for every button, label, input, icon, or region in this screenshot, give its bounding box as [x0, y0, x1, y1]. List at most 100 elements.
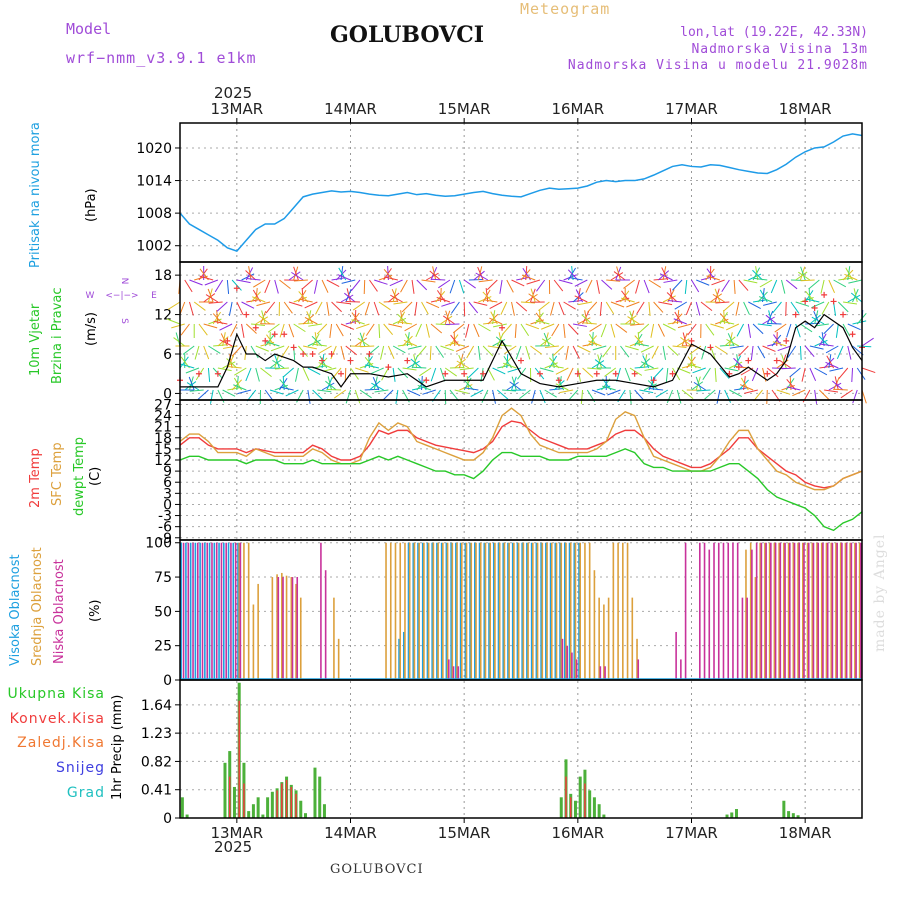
wind-barb — [307, 389, 311, 404]
wind-barb — [283, 301, 293, 314]
wind-barb — [410, 358, 422, 369]
wind-barb — [805, 298, 820, 303]
gust-marker — [347, 357, 354, 364]
wind-barb — [231, 345, 242, 357]
wind-barb — [716, 389, 721, 404]
wind-barb — [481, 389, 489, 403]
wind-barb — [295, 367, 299, 382]
wind-barb — [233, 384, 247, 391]
wind-barb — [452, 323, 465, 334]
wind-barb — [459, 367, 474, 371]
wind-barb — [246, 299, 261, 303]
wind-barb — [237, 389, 252, 395]
wind-barb — [765, 314, 778, 325]
wind-barb — [404, 323, 418, 332]
wind-barb — [226, 279, 230, 294]
temperature-ytick-label: -6 — [158, 520, 172, 536]
wind-barb — [604, 367, 617, 377]
wind-barb — [801, 367, 806, 382]
wind-barb — [649, 388, 664, 391]
wind-barb — [629, 310, 636, 325]
wind-barb — [528, 293, 541, 303]
wind-barb — [412, 366, 427, 369]
gust-marker — [195, 370, 202, 377]
wind-barb — [307, 367, 321, 376]
wind-barb — [553, 345, 564, 356]
gust-marker — [811, 305, 818, 311]
wind-barb — [814, 389, 818, 404]
wind-barb — [836, 345, 844, 359]
wind-barb — [431, 278, 446, 281]
gust-marker — [518, 357, 524, 364]
gust-marker — [612, 370, 619, 377]
wind-barb — [548, 357, 560, 369]
wind-barb — [580, 389, 584, 404]
legend-freezing-rain: Zaledj.Kisa — [17, 735, 105, 751]
wind-barb — [620, 345, 630, 358]
wind-barb — [264, 279, 271, 294]
wind-barb — [818, 335, 830, 347]
wind-barb — [407, 345, 422, 350]
wind-barb — [468, 301, 479, 314]
wind-barb — [477, 266, 484, 281]
wind-barb — [581, 314, 593, 325]
wind-barb — [302, 367, 310, 381]
wind-barb — [574, 279, 588, 287]
temperature-ytick-label: 21 — [154, 420, 172, 436]
precip-convective-bar — [281, 783, 283, 818]
gust-marker — [480, 370, 487, 377]
wind-barb — [326, 301, 330, 316]
gust-marker — [404, 357, 411, 364]
precip-total-bar — [266, 797, 270, 818]
wind-barb — [274, 354, 280, 369]
gust-marker — [423, 377, 430, 384]
wind-barb — [804, 290, 814, 303]
wind-barb — [203, 323, 218, 329]
wind-barb — [821, 332, 825, 347]
wind-barb — [395, 389, 399, 404]
precip-total-bar — [734, 809, 738, 818]
wind-barb — [540, 323, 555, 330]
wind-barb — [834, 376, 839, 391]
wind-barb — [635, 279, 640, 294]
wind-barb — [787, 345, 797, 358]
wind-barb — [351, 319, 365, 325]
gust-marker — [385, 364, 392, 371]
wind-barb — [693, 381, 706, 391]
wind-barb — [438, 279, 451, 289]
wind-barb — [790, 301, 800, 314]
wind-barb — [303, 345, 317, 350]
wind-barb — [470, 389, 484, 398]
wind-barb — [521, 274, 536, 281]
wind-barb — [747, 323, 752, 338]
precip-total-bar — [592, 797, 596, 818]
wind-barb — [719, 367, 730, 379]
wind-barb — [250, 323, 266, 326]
wind-barb — [473, 323, 480, 338]
wind-barb — [544, 389, 557, 398]
wind-barb — [559, 389, 574, 394]
temperature-ytick-label: -9 — [158, 531, 172, 547]
wind-barb — [568, 277, 583, 281]
wind-barb — [610, 301, 625, 308]
precip-total-bar — [251, 804, 255, 818]
wind-barb — [204, 279, 219, 286]
wind-barb — [397, 367, 409, 379]
wind-barb — [506, 279, 514, 293]
wind-barb — [436, 296, 451, 303]
wind-barb — [584, 310, 588, 325]
precip-convective-bar — [584, 783, 586, 818]
wind-barb — [623, 279, 635, 289]
wind-barb — [686, 356, 696, 369]
wind-barb — [482, 345, 494, 357]
wind-barb — [751, 367, 759, 382]
wind-barb — [738, 279, 749, 291]
precip-total-bar — [318, 776, 322, 818]
wind-barb — [430, 367, 437, 382]
wind-barb — [173, 337, 186, 347]
wind-barb — [345, 389, 351, 404]
wind-barb — [781, 354, 787, 369]
wind-barb — [692, 367, 706, 374]
wind-barb — [350, 279, 361, 292]
